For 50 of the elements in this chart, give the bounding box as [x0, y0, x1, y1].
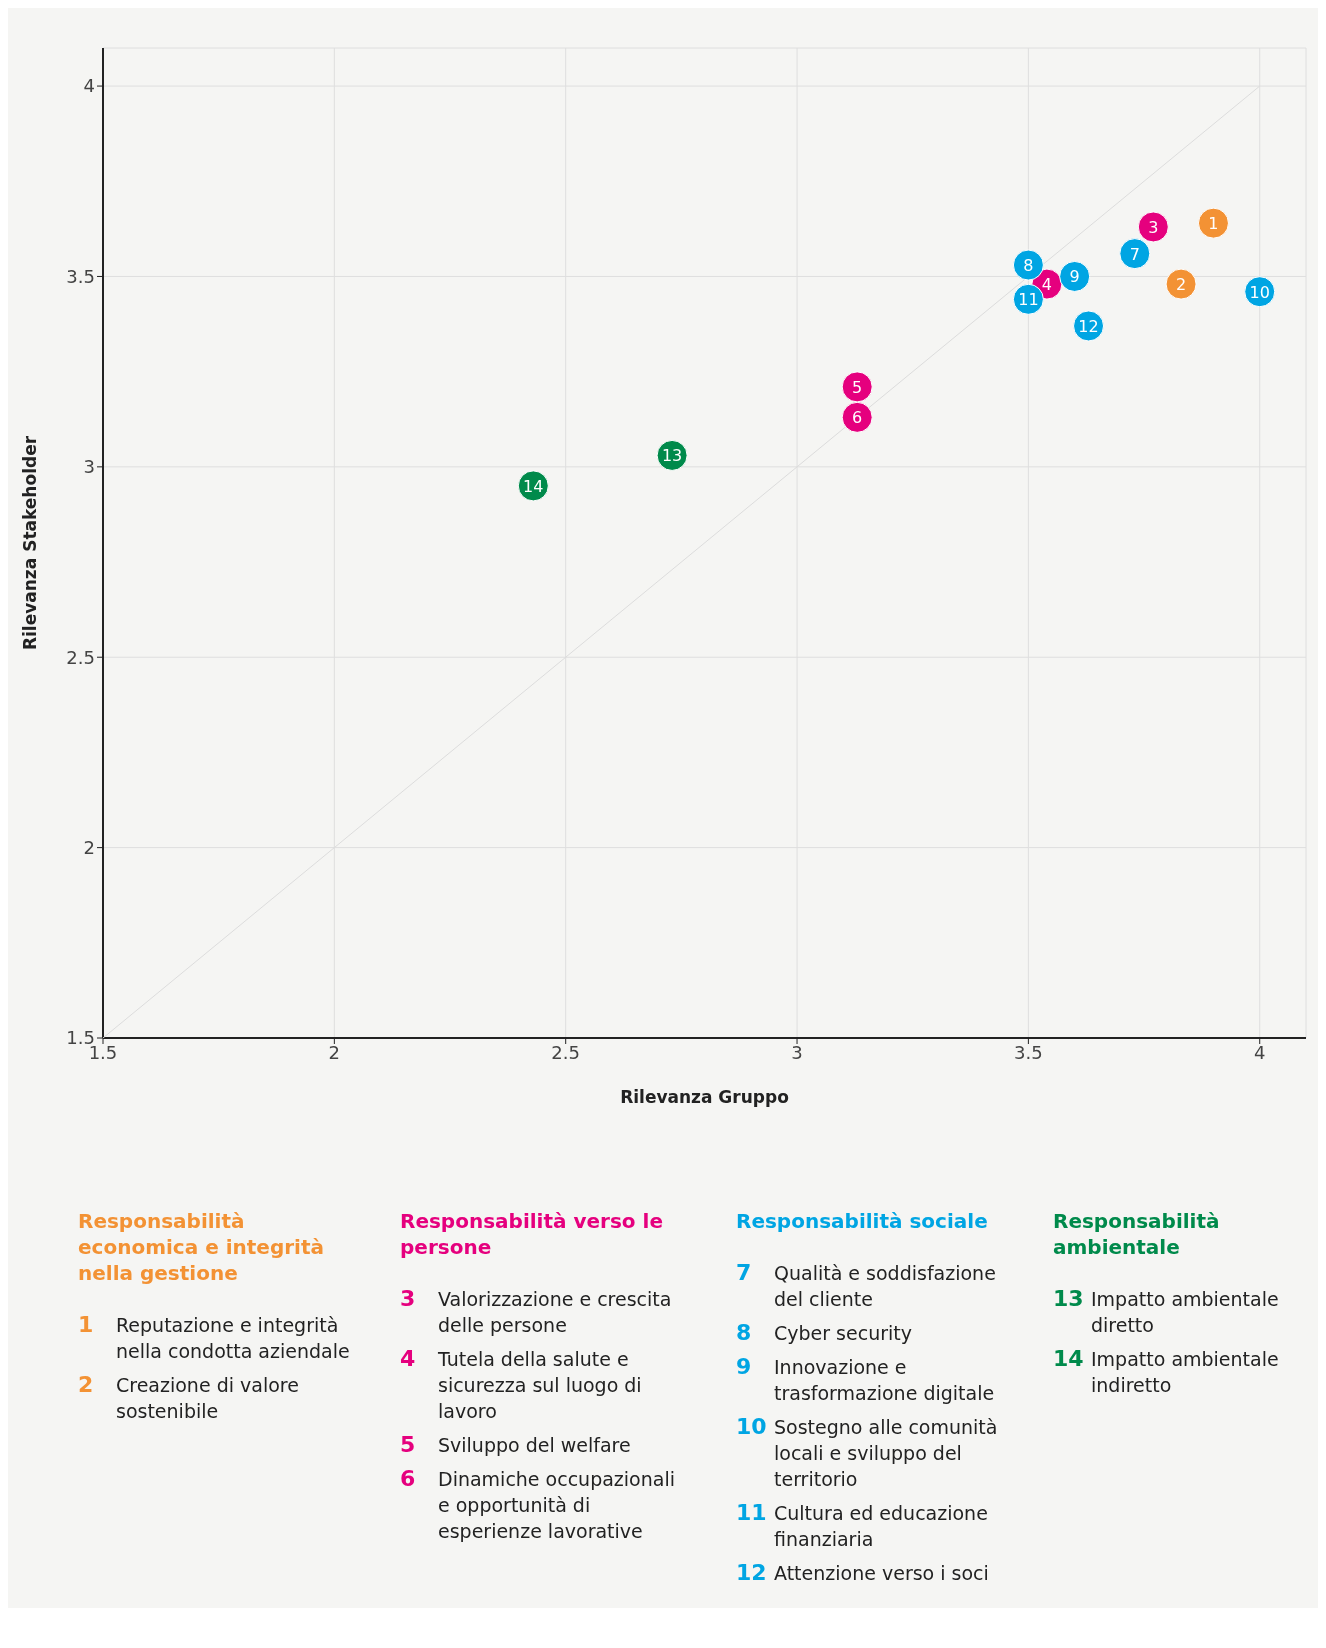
x-tick-label: 2.5	[551, 1041, 581, 1063]
x-axis-title: Rilevanza Gruppo	[620, 1087, 789, 1107]
annotation: 11	[1018, 290, 1039, 310]
text: 9 Innovazione e trasformazione digitale	[736, 1354, 996, 1406]
y-tick-label: 3	[83, 456, 95, 478]
x-tick-label: 4	[1254, 1041, 1266, 1063]
point	[1119, 238, 1151, 270]
text: 12 Attenzione verso i soci	[736, 1560, 990, 1586]
point	[841, 371, 873, 403]
text: Responsabilità sociale	[736, 1208, 989, 1234]
text: 10 Sostegno alle comunità locali e sviluppo del territorio	[736, 1414, 999, 1492]
text: 6 Dinamiche occupazionali e opportunità di esperienze lavorative	[400, 1466, 676, 1544]
y-tick-label: 2.5	[66, 646, 95, 668]
annotation: 9	[1069, 267, 1080, 287]
y-tick-label: 3.5	[66, 265, 95, 287]
text: 5 Sviluppo del welfare	[400, 1432, 632, 1458]
annotation: 6	[852, 408, 863, 428]
annotation: 12	[1078, 316, 1099, 336]
y-tick-label: 4	[83, 75, 95, 97]
y-tick-label: 2	[83, 837, 95, 859]
annotation: 8	[1023, 256, 1034, 276]
text: 13 Impatto ambientale diretto	[1053, 1286, 1280, 1338]
annotation: 3	[1148, 217, 1159, 237]
point	[1137, 211, 1169, 243]
text: Responsabilità economica e integrità nella gestione	[78, 1208, 325, 1286]
text: 4 Tutela della salute e sicurezza sul luogo di lavoro	[400, 1346, 643, 1424]
annotation: 1	[1208, 214, 1219, 234]
text: Responsabilità ambientale	[1053, 1208, 1221, 1260]
point	[1197, 207, 1229, 239]
annotation: 7	[1129, 244, 1140, 264]
point	[1165, 268, 1197, 300]
annotation: 5	[852, 377, 863, 397]
text: 1 Reputazione e integrità nella condotta aziendale	[78, 1312, 351, 1364]
annotation: 2	[1175, 275, 1187, 295]
point	[841, 401, 873, 433]
annotation: 10	[1249, 282, 1270, 302]
x-tick-label: 2	[328, 1041, 341, 1063]
x-tick-label: 3.5	[1014, 1041, 1043, 1063]
annotation: 4	[1041, 275, 1052, 295]
text: 3 Valorizzazione e crescita delle persone	[400, 1286, 673, 1338]
y-axis-title: Rilevanza Stakeholder	[20, 435, 41, 651]
x-tick-label: 3	[791, 1041, 803, 1063]
annotation: 14	[523, 476, 544, 496]
text: 11 Cultura ed educazione finanziaria	[736, 1500, 989, 1552]
text: 8 Cyber security	[736, 1320, 913, 1346]
text: 2 Creazione di valore sostenibile	[78, 1372, 300, 1424]
text: Responsabilità verso le persone	[400, 1208, 664, 1260]
text: 14 Impatto ambientale indiretto	[1053, 1346, 1280, 1398]
text: 7 Qualità e soddisfazione del cliente	[736, 1260, 997, 1312]
annotation: 13	[661, 446, 683, 466]
